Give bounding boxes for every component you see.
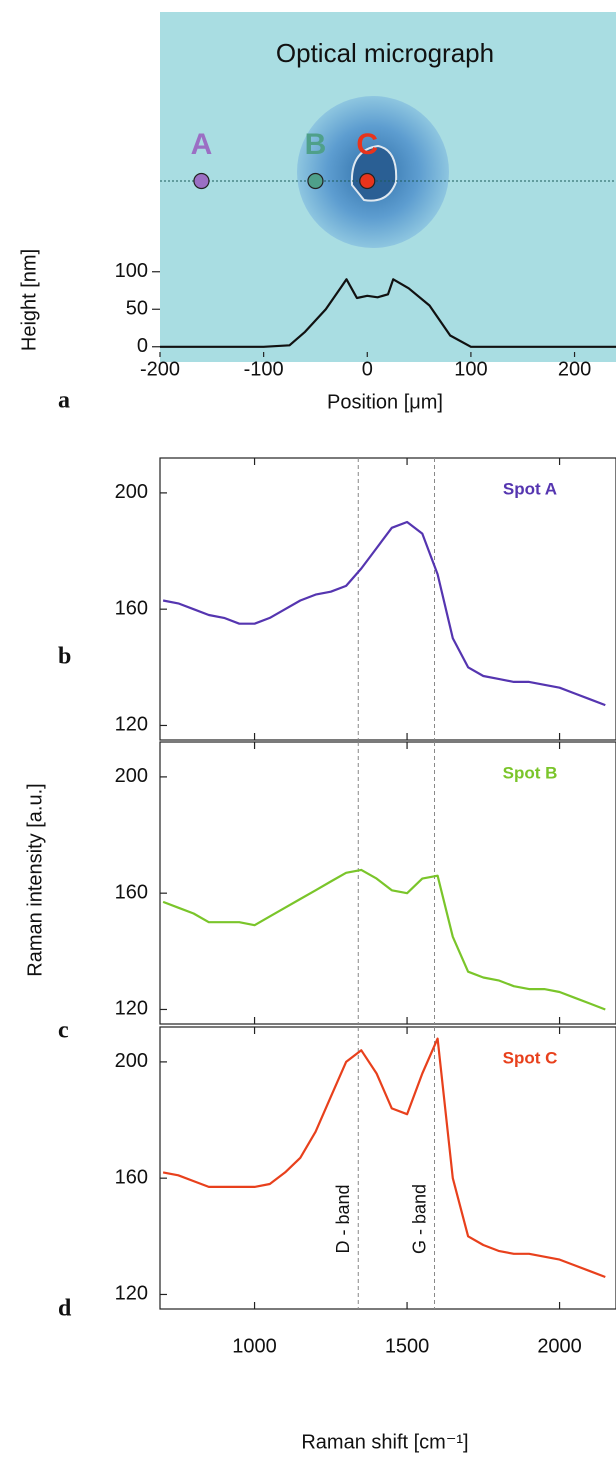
panel-letter: a (58, 388, 70, 414)
spot-title: Spot B (503, 763, 558, 782)
data-line (160, 278, 616, 348)
y-tick-label: 160 (115, 597, 148, 619)
spot-title: Spot C (503, 1048, 558, 1067)
y-tick-label: 50 (126, 298, 148, 320)
data-line (162, 1037, 606, 1279)
x-tick-label: -200 (140, 358, 180, 380)
y-axis-label: Height [nm] (18, 249, 40, 351)
data-line (162, 868, 606, 1011)
x-tick-label: 2000 (537, 1335, 582, 1357)
panel-letter: d (58, 1296, 72, 1322)
x-tick-label: -100 (244, 358, 284, 380)
y-tick-label: 120 (115, 1283, 148, 1305)
y-tick-label: 200 (115, 1050, 148, 1072)
data-line (162, 520, 606, 707)
x-axis-label: Position [μm] (327, 391, 443, 413)
marker-label: A (191, 128, 213, 161)
plot-frame (159, 1026, 616, 1310)
x-tick-label: 1000 (232, 1335, 277, 1357)
spot-title: Spot A (503, 479, 557, 498)
position-marker (359, 172, 376, 190)
position-marker (307, 172, 324, 190)
x-tick-label: 0 (362, 358, 373, 380)
band-label: G - band (409, 1184, 429, 1254)
y-tick-label: 200 (115, 481, 148, 503)
x-tick-label: 100 (454, 358, 487, 380)
y-tick-label: 100 (115, 260, 148, 282)
x-tick-label: 200 (558, 358, 591, 380)
marker-label: C (356, 128, 378, 161)
micrograph-title: Optical micrograph (276, 38, 494, 68)
panel-letter: b (58, 644, 71, 670)
marker-label: B (305, 128, 327, 161)
y-tick-label: 120 (115, 714, 148, 736)
plot-frame (159, 457, 616, 741)
x-tick-label: 1500 (385, 1335, 430, 1357)
y-tick-label: 160 (115, 1166, 148, 1188)
x-axis-label: Raman shift [cm⁻¹] (301, 1431, 468, 1453)
y-tick-label: 120 (115, 998, 148, 1020)
position-marker (193, 172, 210, 190)
y-tick-label: 0 (137, 335, 148, 357)
y-tick-label: 160 (115, 881, 148, 903)
panel-letter: c (58, 1018, 69, 1044)
y-tick-label: 200 (115, 765, 148, 787)
band-label: D - band (333, 1184, 353, 1253)
plot-frame (159, 741, 616, 1025)
y-axis-label: Raman intensity [a.u.] (24, 783, 46, 976)
